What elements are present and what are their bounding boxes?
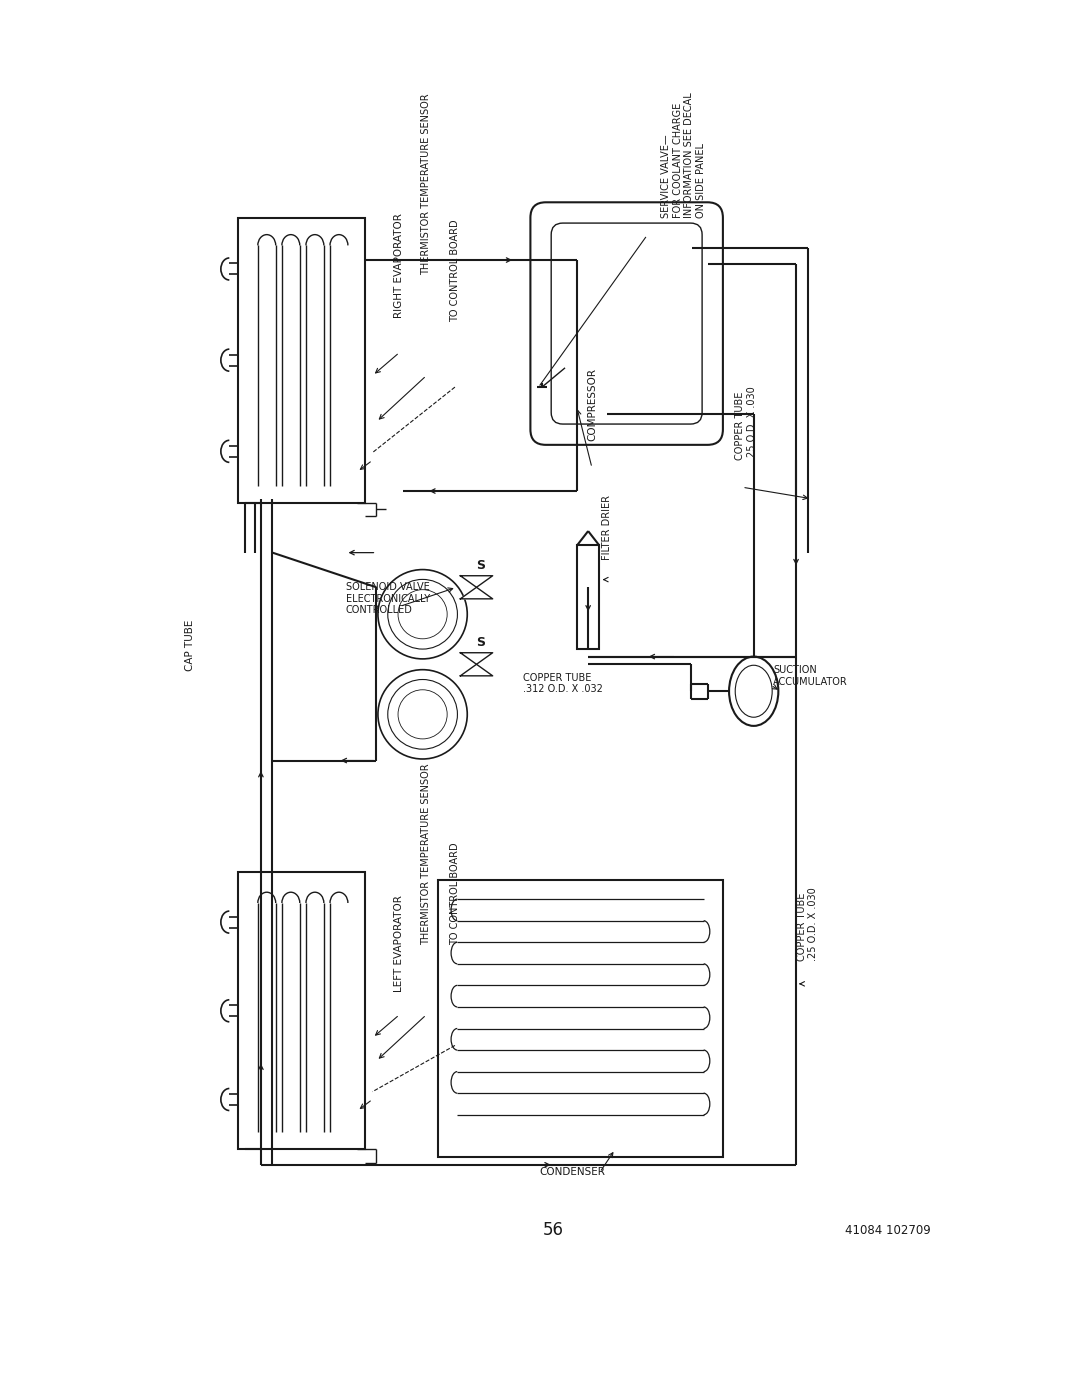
- Text: TO CONTROL BOARD: TO CONTROL BOARD: [450, 842, 460, 946]
- Text: COPPER TUBE
.25 O.D. X .030: COPPER TUBE .25 O.D. X .030: [735, 387, 757, 460]
- Text: COPPER TUBE
.312 O.D. X .032: COPPER TUBE .312 O.D. X .032: [523, 673, 603, 694]
- Text: LEFT EVAPORATOR: LEFT EVAPORATOR: [394, 894, 405, 992]
- Bar: [238, 872, 365, 1150]
- Text: COPPER TUBE
.25 O.D. X .030: COPPER TUBE .25 O.D. X .030: [797, 887, 819, 961]
- Text: SOLENOID VALVE
ELECTRONICALLY
CONTROLLED: SOLENOID VALVE ELECTRONICALLY CONTROLLED: [346, 583, 430, 616]
- Text: 56: 56: [543, 1221, 564, 1239]
- Text: SUCTION
ACCUMULATOR: SUCTION ACCUMULATOR: [773, 665, 848, 687]
- Polygon shape: [460, 576, 492, 587]
- Bar: [578, 545, 599, 648]
- Bar: [438, 880, 723, 1157]
- Text: SERVICE VALVE—
FOR COOLANT CHARGE
INFORMATION SEE DECAL
ON SIDE PANEL: SERVICE VALVE— FOR COOLANT CHARGE INFORM…: [661, 92, 706, 218]
- Polygon shape: [460, 587, 492, 599]
- Bar: [238, 218, 365, 503]
- Text: THERMISTOR TEMPERATURE SENSOR: THERMISTOR TEMPERATURE SENSOR: [421, 94, 431, 275]
- Polygon shape: [460, 652, 492, 665]
- Text: CONDENSER: CONDENSER: [540, 1168, 606, 1178]
- Text: S: S: [476, 559, 485, 571]
- Polygon shape: [460, 665, 492, 676]
- Text: FILTER DRIER: FILTER DRIER: [603, 496, 612, 560]
- Text: COMPRESSOR: COMPRESSOR: [588, 367, 597, 441]
- Text: S: S: [476, 636, 485, 648]
- Text: TO CONTROL BOARD: TO CONTROL BOARD: [450, 219, 460, 321]
- Text: 41084 102709: 41084 102709: [845, 1224, 931, 1236]
- Text: CAP TUBE: CAP TUBE: [185, 619, 195, 671]
- Text: RIGHT EVAPORATOR: RIGHT EVAPORATOR: [394, 212, 405, 317]
- Text: THERMISTOR TEMPERATURE SENSOR: THERMISTOR TEMPERATURE SENSOR: [421, 764, 431, 946]
